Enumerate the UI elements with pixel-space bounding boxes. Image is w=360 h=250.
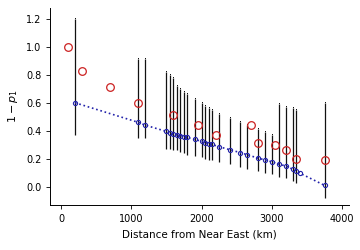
X-axis label: Distance from Near East (km): Distance from Near East (km) bbox=[122, 230, 277, 239]
Y-axis label: $1 - p_1$: $1 - p_1$ bbox=[6, 89, 21, 123]
